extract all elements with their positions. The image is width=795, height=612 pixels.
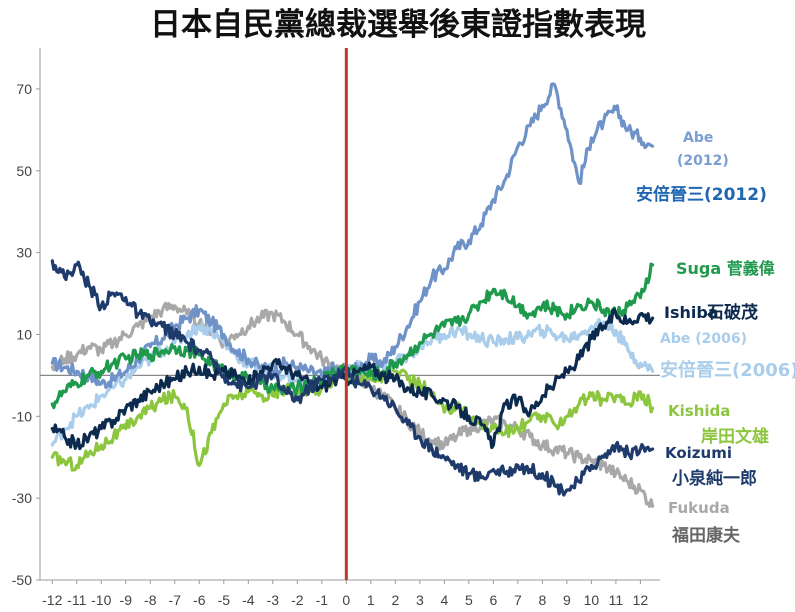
y-tick-label: -30 [12,490,32,506]
x-tick-label: -6 [193,592,206,608]
x-tick-label: 11 [609,592,624,608]
y-tick-label: 70 [16,81,32,97]
series-label: 福田康夫 [671,525,741,546]
x-tick-label: 9 [563,592,571,608]
series-label: (2012) [677,153,729,169]
x-tick-label: 2 [391,592,399,608]
x-tick-label: -12 [42,592,62,608]
x-tick-label: 5 [465,592,473,608]
series-label: Kishida [668,402,730,420]
x-tick-label: -9 [120,592,133,608]
series-label: 安倍晉三(2012) [636,184,767,205]
series-label: 安倍晉三(2006) [660,359,795,381]
series-layer [50,48,655,580]
y-tick-label: 30 [16,245,32,261]
x-tick-label: 4 [440,592,448,608]
x-tick-label: -10 [91,592,111,608]
x-tick-label: -11 [67,592,86,608]
x-tick-label: 3 [416,592,424,608]
series-label: Suga 菅義偉 [676,259,775,278]
y-tick-label: 50 [16,163,32,179]
x-tick-label: -2 [291,592,304,608]
series-label: Koizumi [665,444,732,462]
x-tick-label: 0 [342,592,350,608]
x-tick-label: -7 [169,592,182,608]
x-tick-label: -1 [316,592,329,608]
series-line [50,259,655,497]
x-tick-label: -5 [218,592,231,608]
x-tick-label: 8 [538,592,546,608]
series-label: Abe [683,130,713,146]
x-tick-label: 7 [514,592,522,608]
x-tick-label: 1 [367,592,375,608]
y-tick-label: -50 [12,572,32,588]
x-tick-label: -4 [242,592,255,608]
series-label: 岸田文雄 [701,426,769,447]
y-tick-label: -10 [12,408,32,424]
series-label: Fukuda [668,499,730,517]
chart-title: 日本自民黨總裁選舉後東證指數表現 [150,7,646,43]
x-tick-label: -8 [144,592,157,608]
series-label: Abe (2006) [660,331,747,347]
series-label: Ishiba [664,303,719,322]
y-tick-label: 10 [16,326,32,342]
series-label: 石破茂 [706,302,758,323]
x-tick-label: -3 [267,592,280,608]
x-tick-label: 10 [584,592,600,608]
series-label: 小泉純一郎 [672,468,757,489]
x-tick-label: 12 [633,592,649,608]
series-line [50,262,655,410]
x-tick-label: 6 [489,592,497,608]
